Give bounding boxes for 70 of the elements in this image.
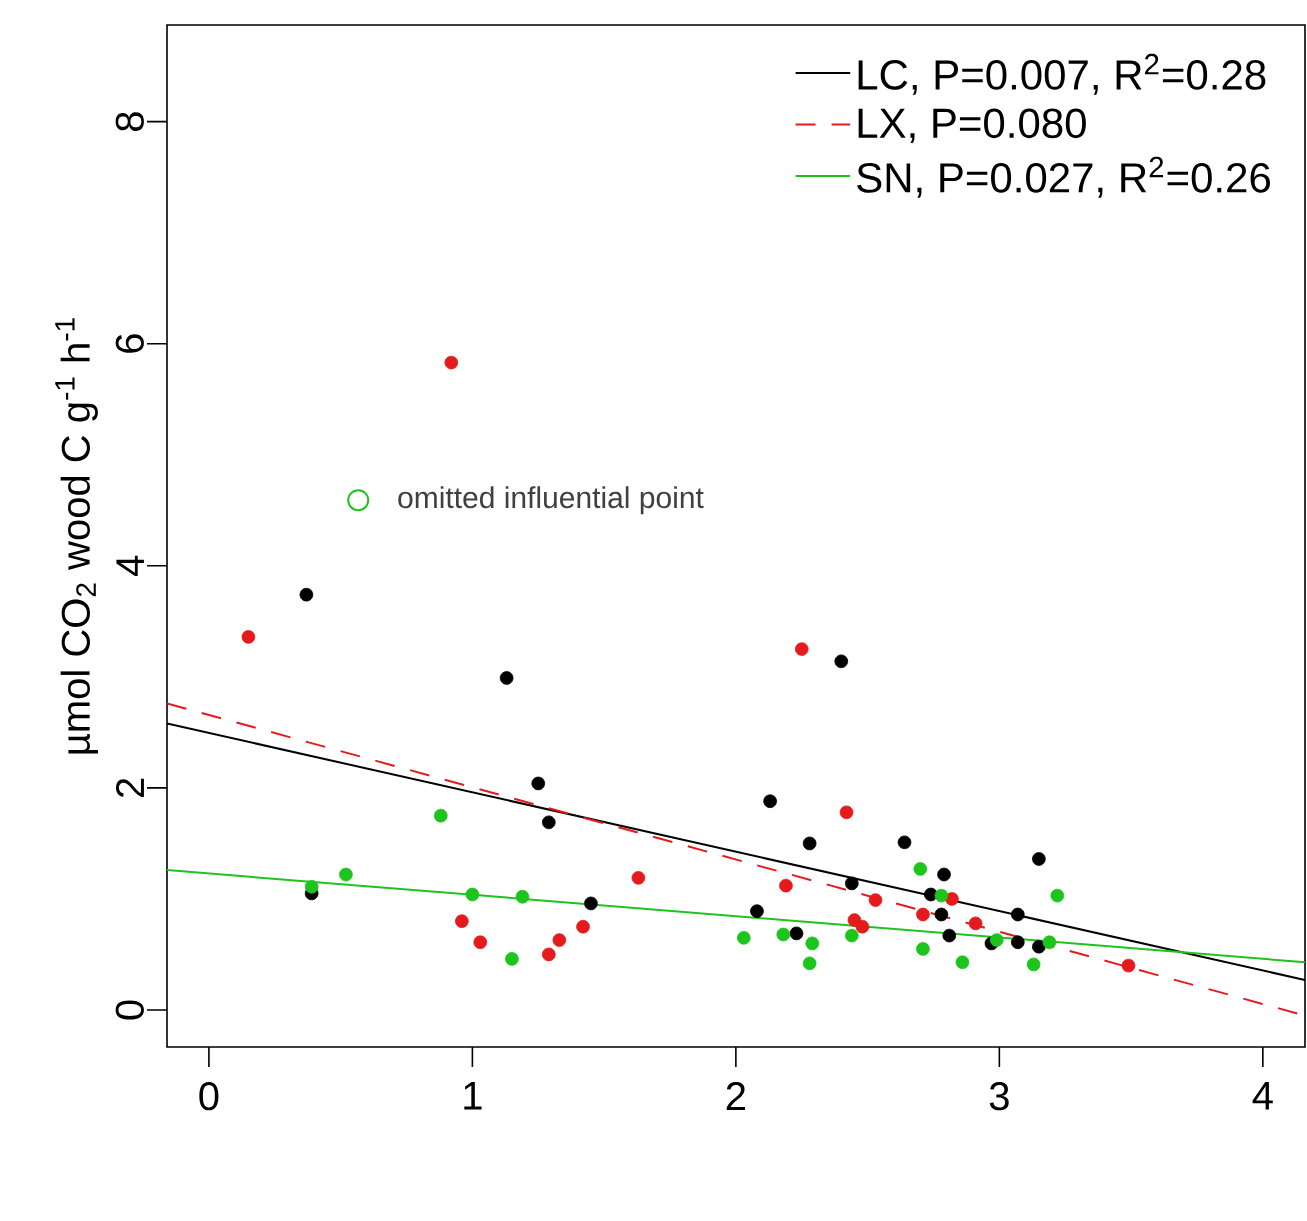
point [834,654,849,669]
point [339,867,353,882]
point [845,928,859,943]
point [868,893,883,907]
point [499,671,514,685]
point [934,888,949,903]
point [1121,958,1136,973]
point [1011,935,1025,950]
point [541,947,556,962]
point [839,805,854,820]
point [794,642,809,656]
x-tick-label: 2 [726,1082,745,1110]
point [1011,907,1025,922]
y-tick-label: 6 [115,334,144,353]
point [444,355,459,370]
point [631,871,646,885]
point [552,933,567,947]
point [855,919,870,934]
point [802,836,817,851]
point [968,916,983,931]
point [515,889,530,904]
y-tick-label: 0 [115,1000,144,1020]
point [576,919,590,934]
point [1042,935,1057,950]
x-tick-label: 1 [464,1082,482,1110]
legend-label: LX, P=0.080 [858,108,1086,144]
point [989,933,1004,947]
point [779,878,793,893]
point [433,808,448,823]
point [473,935,488,950]
point [802,956,817,971]
legend-label: LC, P=0.007, R$^{2}$=0.28 [858,53,1266,95]
point [1050,888,1065,903]
point [304,879,319,894]
point [584,896,598,911]
point [750,904,764,918]
point [1032,939,1046,954]
y-tick-label: 8 [115,112,144,131]
point [299,587,314,602]
point [913,862,928,876]
point [505,952,519,966]
point [736,931,751,945]
point [1032,852,1046,866]
point [465,887,480,902]
point [455,914,469,928]
point [805,936,820,951]
point [1026,957,1041,972]
x-tick-label: 3 [989,1082,1009,1111]
point [541,815,556,830]
point [845,876,859,891]
point [916,942,930,956]
point [924,887,938,902]
point [955,955,970,970]
x-tick-label: 0 [199,1082,219,1111]
point [763,794,777,809]
point [934,907,949,922]
point [916,907,930,922]
x-tick-label: 4 [1252,1082,1273,1110]
point [937,867,951,882]
point [776,927,791,942]
y-tick-label: 4 [116,555,144,577]
y-tick-label: 2 [116,778,144,798]
point [942,928,957,943]
y-axis-title: µmol CO$_{2}$ wood C g$^{-1}$ h$^{-1}$ [55,318,98,754]
point [789,926,804,941]
legend-label: SN, P=0.027, R$^{2}$=0.26 [857,156,1270,198]
point [897,835,912,850]
annotation: omitted influential point [398,486,704,515]
point [241,630,256,644]
point [531,776,546,791]
